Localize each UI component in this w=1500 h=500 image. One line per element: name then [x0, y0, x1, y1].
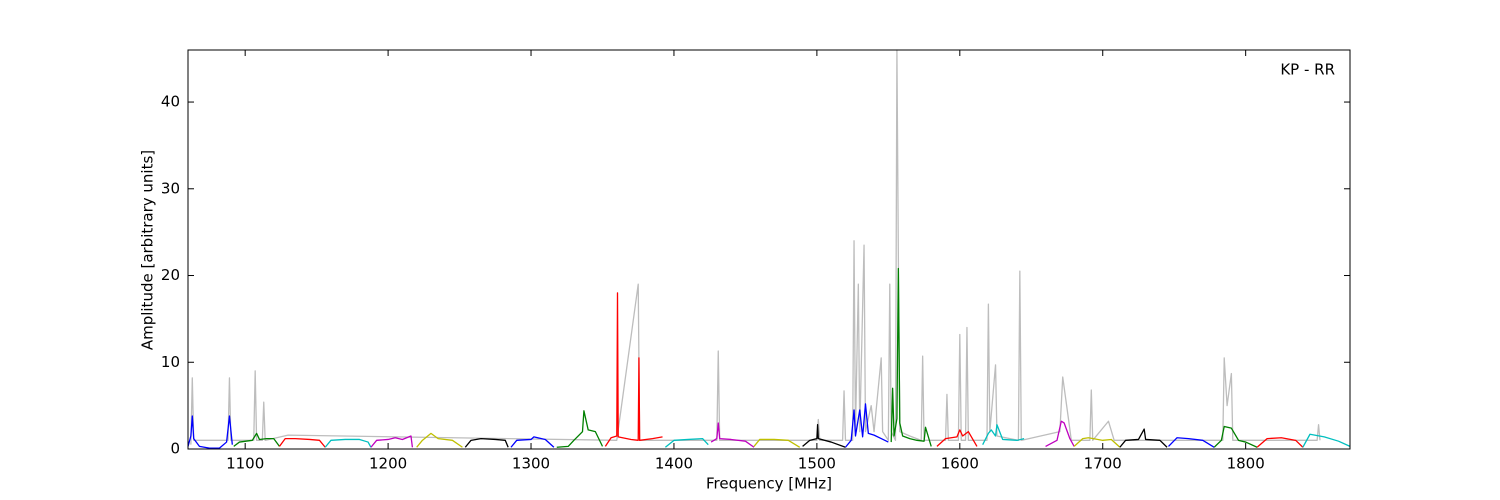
x-tick-label: 1200 [369, 455, 407, 473]
series-line [844, 403, 889, 448]
series-line [370, 435, 414, 448]
series-line [802, 424, 846, 448]
series-line [710, 422, 755, 448]
series-line [1213, 425, 1258, 448]
series-line [1119, 428, 1168, 448]
series-line [890, 267, 932, 447]
series-line [510, 436, 555, 448]
series-line [233, 432, 280, 447]
series-line [982, 424, 1025, 445]
y-tick-label: 20 [161, 266, 180, 284]
x-tick-label: 1300 [512, 455, 550, 473]
x-tick-label: 1100 [226, 455, 264, 473]
annotation: KP - RR [1280, 61, 1335, 79]
series-line [187, 415, 233, 449]
series-line [753, 438, 801, 448]
plot-frame [187, 49, 1351, 450]
x-tick-label: 1700 [1084, 455, 1122, 473]
series-line [664, 437, 709, 448]
series-line [464, 437, 509, 448]
x-tick-label: 1600 [941, 455, 979, 473]
series-line [936, 429, 978, 447]
x-tick-label: 1800 [1227, 455, 1265, 473]
series-line [1073, 437, 1121, 448]
x-tick-label: 1500 [798, 455, 836, 473]
series-line [278, 437, 326, 448]
series-line [1256, 437, 1304, 448]
series-line [1045, 420, 1075, 447]
y-tick-label: 10 [161, 353, 180, 371]
series-line [556, 410, 604, 448]
x-axis-label: Frequency [MHz] [706, 475, 832, 493]
y-axis-label: Amplitude [arbitrary units] [139, 150, 157, 350]
series-line [190, 49, 1321, 445]
x-tick-label: 1400 [655, 455, 693, 473]
y-tick-label: 40 [161, 93, 180, 111]
y-tick-label: 30 [161, 179, 180, 197]
series-line [416, 432, 463, 448]
series-line [324, 438, 372, 448]
series-line [1168, 437, 1215, 448]
series-line [604, 292, 663, 447]
series-line [1302, 433, 1351, 448]
y-tick-label: 0 [170, 440, 180, 458]
